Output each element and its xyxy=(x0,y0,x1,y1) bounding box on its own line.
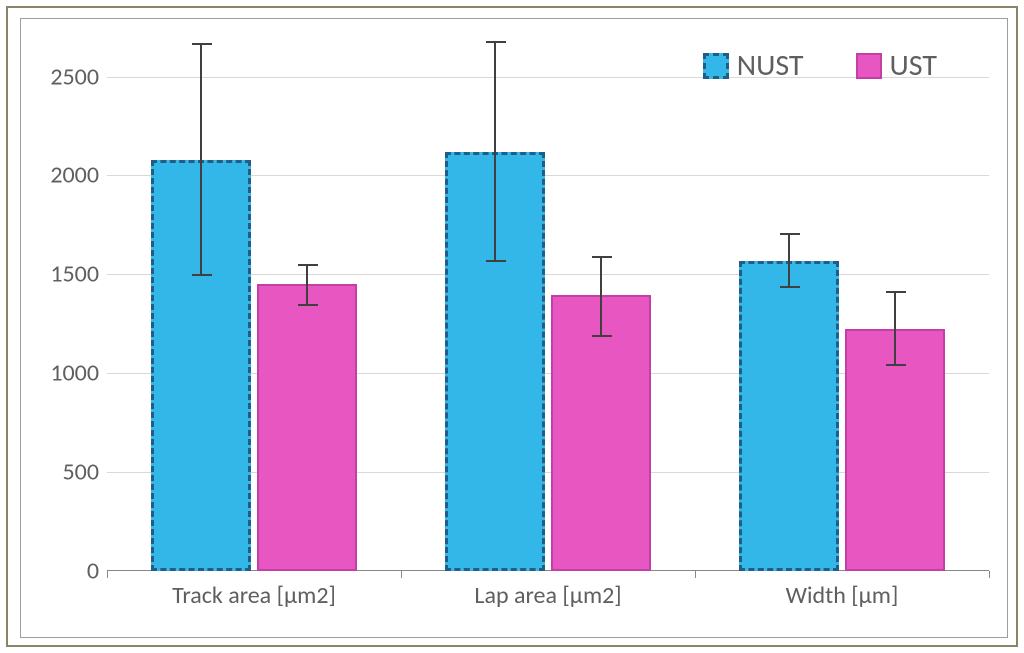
error-bar-nust xyxy=(788,233,790,286)
error-bar-nust xyxy=(494,41,496,261)
legend-label: NUST xyxy=(737,47,804,84)
legend: NUST UST xyxy=(703,47,937,84)
chart-frame: 0 500 1000 1500 2000 2500 Track area [μm2] Lap … xyxy=(20,18,1008,638)
y-tick-label: 2500 xyxy=(50,62,99,91)
legend-swatch-ust xyxy=(856,53,882,79)
x-tick xyxy=(695,571,696,578)
x-tick xyxy=(989,571,990,578)
error-cap xyxy=(592,256,612,258)
error-cap xyxy=(592,335,612,337)
legend-item-ust: UST xyxy=(856,47,937,84)
error-cap xyxy=(192,274,212,276)
error-cap xyxy=(298,264,318,266)
error-cap xyxy=(486,260,506,262)
error-cap xyxy=(486,41,506,43)
error-cap xyxy=(780,233,800,235)
plot-area: 05001000150020002500Track area [μm2]Lap … xyxy=(107,37,989,571)
outer-frame: 0 500 1000 1500 2000 2500 Track area [μm2] Lap … xyxy=(6,6,1018,647)
error-cap xyxy=(780,286,800,288)
y-tick-label: 1500 xyxy=(50,260,99,289)
x-tick xyxy=(107,571,108,578)
error-cap xyxy=(886,291,906,293)
error-bar-nust xyxy=(200,43,202,274)
y-tick-label: 1000 xyxy=(50,359,99,388)
bar-nust xyxy=(739,261,839,572)
error-cap xyxy=(886,364,906,366)
x-tick xyxy=(401,571,402,578)
x-axis-label: Width [μm] xyxy=(786,581,899,610)
error-bar-ust xyxy=(306,264,308,304)
x-axis-label: Lap area [μm2] xyxy=(474,581,621,610)
error-cap xyxy=(192,43,212,45)
legend-label: UST xyxy=(890,47,937,84)
y-tick-label: 500 xyxy=(63,458,100,487)
error-cap xyxy=(298,304,318,306)
y-tick-label: 0 xyxy=(87,557,99,586)
x-axis-label: Track area [μm2] xyxy=(172,581,336,610)
legend-item-nust: NUST xyxy=(703,47,804,84)
error-bar-ust xyxy=(600,256,602,335)
legend-swatch-nust xyxy=(703,53,729,79)
y-tick-label: 2000 xyxy=(50,161,99,190)
bar-ust xyxy=(257,284,357,571)
error-bar-ust xyxy=(894,291,896,364)
